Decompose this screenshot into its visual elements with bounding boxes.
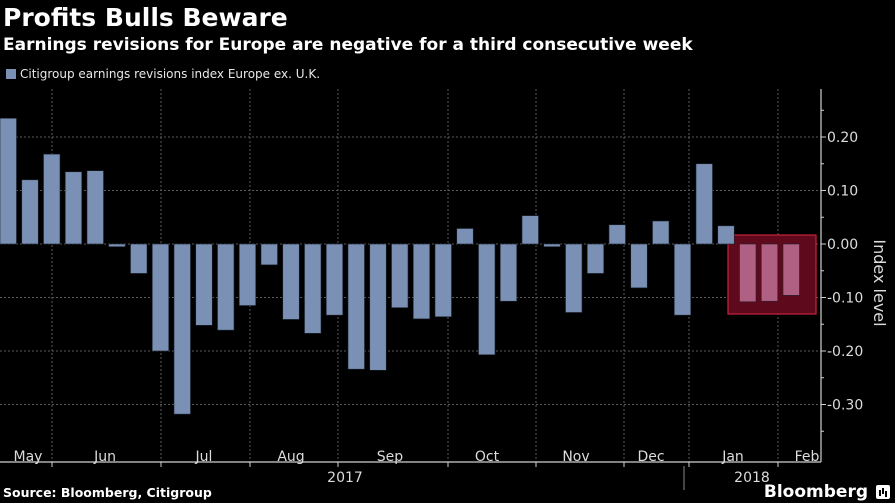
bar (673, 243, 692, 316)
bar (391, 243, 409, 308)
bar (130, 243, 148, 274)
y-axis-title: Index level (870, 239, 889, 326)
bar (304, 243, 322, 334)
bar (412, 243, 431, 320)
bar (0, 117, 17, 245)
x-year-label: 2017 (327, 470, 363, 486)
bar (521, 215, 539, 245)
bar (434, 243, 452, 318)
bar (565, 243, 583, 313)
x-month-label: Nov (562, 449, 589, 465)
bar (86, 170, 104, 245)
bar (478, 243, 496, 356)
highlighted-bar (760, 243, 779, 302)
x-month-label: Feb (795, 449, 820, 465)
bar (347, 243, 365, 370)
bar (151, 243, 170, 352)
y-tick-label: 0.10 (827, 184, 858, 200)
bar (238, 243, 257, 306)
bar (652, 220, 670, 245)
bar (630, 243, 648, 289)
y-tick-label: -0.20 (827, 344, 863, 360)
bar (43, 153, 61, 245)
bar (695, 163, 713, 245)
bar (108, 243, 126, 247)
source-note: Source: Bloomberg, Citigroup (3, 485, 212, 500)
bar (543, 243, 561, 247)
chart-subtitle: Earnings revisions for Europe are negati… (3, 35, 693, 55)
legend: Citigroup earnings revisions index Europ… (6, 67, 320, 81)
bloomberg-chart-icon (876, 485, 890, 499)
chart-title: Profits Bulls Beware (3, 3, 288, 32)
bar (586, 243, 605, 274)
bar (325, 243, 344, 316)
x-month-label: Jul (195, 449, 213, 465)
x-month-label: May (14, 449, 43, 465)
bar (456, 228, 474, 245)
legend-label: Citigroup earnings revisions index Europ… (20, 67, 321, 81)
legend-swatch (6, 69, 16, 79)
bar (64, 171, 83, 245)
highlighted-bar (782, 243, 800, 296)
x-year-label: 2018 (734, 470, 770, 486)
bar (717, 225, 735, 245)
x-month-label: Sep (377, 449, 404, 465)
bar (260, 243, 278, 266)
x-month-label: Jun (93, 449, 116, 465)
bar (21, 179, 39, 245)
x-month-label: Aug (277, 449, 304, 465)
x-month-label: Jan (721, 449, 744, 465)
bar (195, 243, 213, 326)
bar (173, 243, 191, 415)
bar (282, 243, 300, 320)
bar (499, 243, 518, 302)
highlighted-bar (739, 243, 757, 303)
bar (369, 243, 387, 371)
brand-logo: Bloomberg (763, 482, 868, 502)
bar (608, 224, 626, 245)
x-month-label: Dec (637, 449, 664, 465)
y-tick-label: -0.30 (827, 398, 863, 414)
bar (217, 243, 235, 331)
y-tick-label: -0.10 (827, 291, 863, 307)
y-tick-label: 0.00 (827, 237, 858, 253)
x-month-label: Oct (475, 449, 500, 465)
y-tick-label: 0.20 (827, 130, 858, 146)
